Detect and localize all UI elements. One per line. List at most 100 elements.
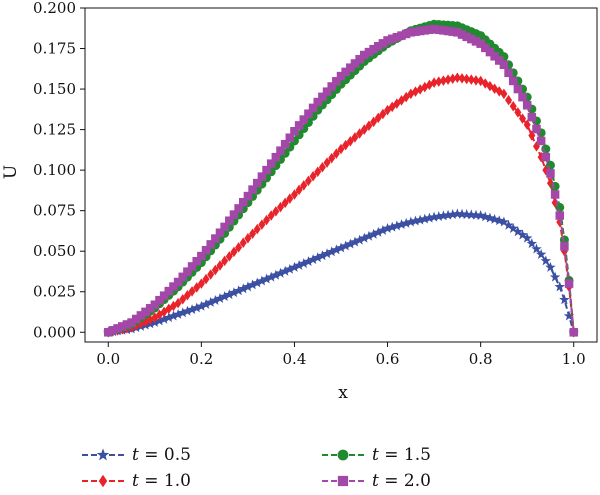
data-point [326, 246, 337, 257]
data-point [313, 97, 322, 107]
data-point [377, 224, 389, 235]
data-point [414, 214, 426, 225]
y-tick-label: 0.025 [33, 283, 76, 301]
data-point [373, 42, 383, 51]
data-point [555, 211, 565, 220]
series-star [103, 208, 579, 337]
legend-label: t = 0.5 [132, 445, 191, 465]
data-point [356, 128, 364, 139]
data-point [169, 282, 178, 291]
data-point [439, 75, 447, 86]
x-tick-label: 0.4 [283, 350, 307, 368]
data-point [224, 289, 235, 300]
x-tick-label: 1.0 [562, 350, 586, 368]
data-point [391, 220, 403, 231]
data-point [449, 73, 457, 84]
data-point [267, 210, 275, 221]
data-point [370, 116, 378, 128]
data-point [261, 273, 272, 284]
data-point [304, 175, 312, 187]
data-point [304, 109, 313, 118]
data-point [386, 221, 398, 232]
data-point [363, 230, 375, 241]
data-point [113, 324, 122, 333]
y-tick-label: 0.200 [33, 0, 76, 17]
data-point [178, 272, 187, 282]
data-point [252, 178, 262, 188]
data-point [258, 219, 266, 230]
data-point [514, 107, 522, 118]
data-point [485, 47, 495, 57]
legend-entry-t-0-5: t = 0.5 [80, 442, 191, 468]
data-point [229, 210, 239, 219]
series-diamond [104, 72, 578, 338]
data-point [396, 219, 407, 230]
legend-entry-t-1-5: t = 1.5 [320, 442, 431, 468]
data-point [536, 136, 546, 146]
x-axis: 0.0 0.2 0.4 0.6 0.8 1.0 [96, 342, 586, 368]
data-point [295, 184, 303, 196]
data-point [508, 76, 518, 86]
data-point [467, 74, 475, 85]
data-point [314, 166, 322, 178]
data-point [452, 208, 463, 219]
data-point [332, 148, 340, 159]
data-point [467, 34, 476, 44]
data-point [564, 279, 574, 288]
data-point [559, 294, 570, 305]
data-point [131, 314, 141, 324]
data-point [300, 180, 308, 191]
data-point [211, 264, 219, 276]
y-tick-label: 0.175 [33, 40, 76, 58]
data-point [263, 214, 271, 226]
data-point [461, 209, 472, 220]
data-point [186, 304, 198, 315]
data-point [215, 228, 225, 237]
data-point [290, 189, 298, 200]
x-tick-label: 0.6 [376, 350, 400, 368]
data-point [239, 237, 247, 249]
data-point [428, 211, 440, 222]
data-point [183, 290, 191, 301]
data-point [193, 282, 201, 293]
x-tick-label: 0.8 [469, 350, 493, 368]
data-point [535, 248, 547, 259]
data-point [471, 37, 481, 46]
data-point [513, 84, 523, 94]
data-point [219, 291, 230, 302]
data-point [293, 259, 305, 270]
data-point [238, 283, 249, 294]
data-point [98, 474, 108, 488]
data-point [443, 26, 453, 36]
data-point [499, 60, 509, 69]
x-tick-label: 0.2 [189, 350, 213, 368]
y-tick-label: 0.075 [33, 202, 76, 220]
data-point [342, 139, 350, 151]
data-point [522, 101, 532, 110]
data-point [177, 307, 188, 318]
data-point [406, 28, 416, 37]
data-point [549, 271, 561, 282]
legend-entry-t-1-0: t = 1.0 [80, 468, 191, 494]
y-tick-label: 0.050 [33, 242, 76, 260]
data-point [228, 287, 240, 298]
data-point [489, 213, 500, 224]
data-point [317, 250, 328, 261]
data-point [327, 82, 336, 91]
data-point [205, 296, 216, 307]
data-point [545, 261, 556, 272]
y-tick-label: 0.100 [33, 161, 76, 179]
data-point [210, 294, 221, 305]
data-point [481, 43, 490, 53]
data-point [122, 320, 132, 329]
data-point [321, 248, 333, 259]
y-axis-label: U [1, 165, 21, 179]
data-point [289, 261, 300, 272]
data-point [509, 101, 517, 112]
data-point [272, 206, 280, 217]
data-point [322, 87, 332, 96]
data-point [434, 25, 443, 34]
data-point [108, 326, 118, 335]
data-point [554, 281, 565, 292]
data-point [560, 242, 569, 251]
